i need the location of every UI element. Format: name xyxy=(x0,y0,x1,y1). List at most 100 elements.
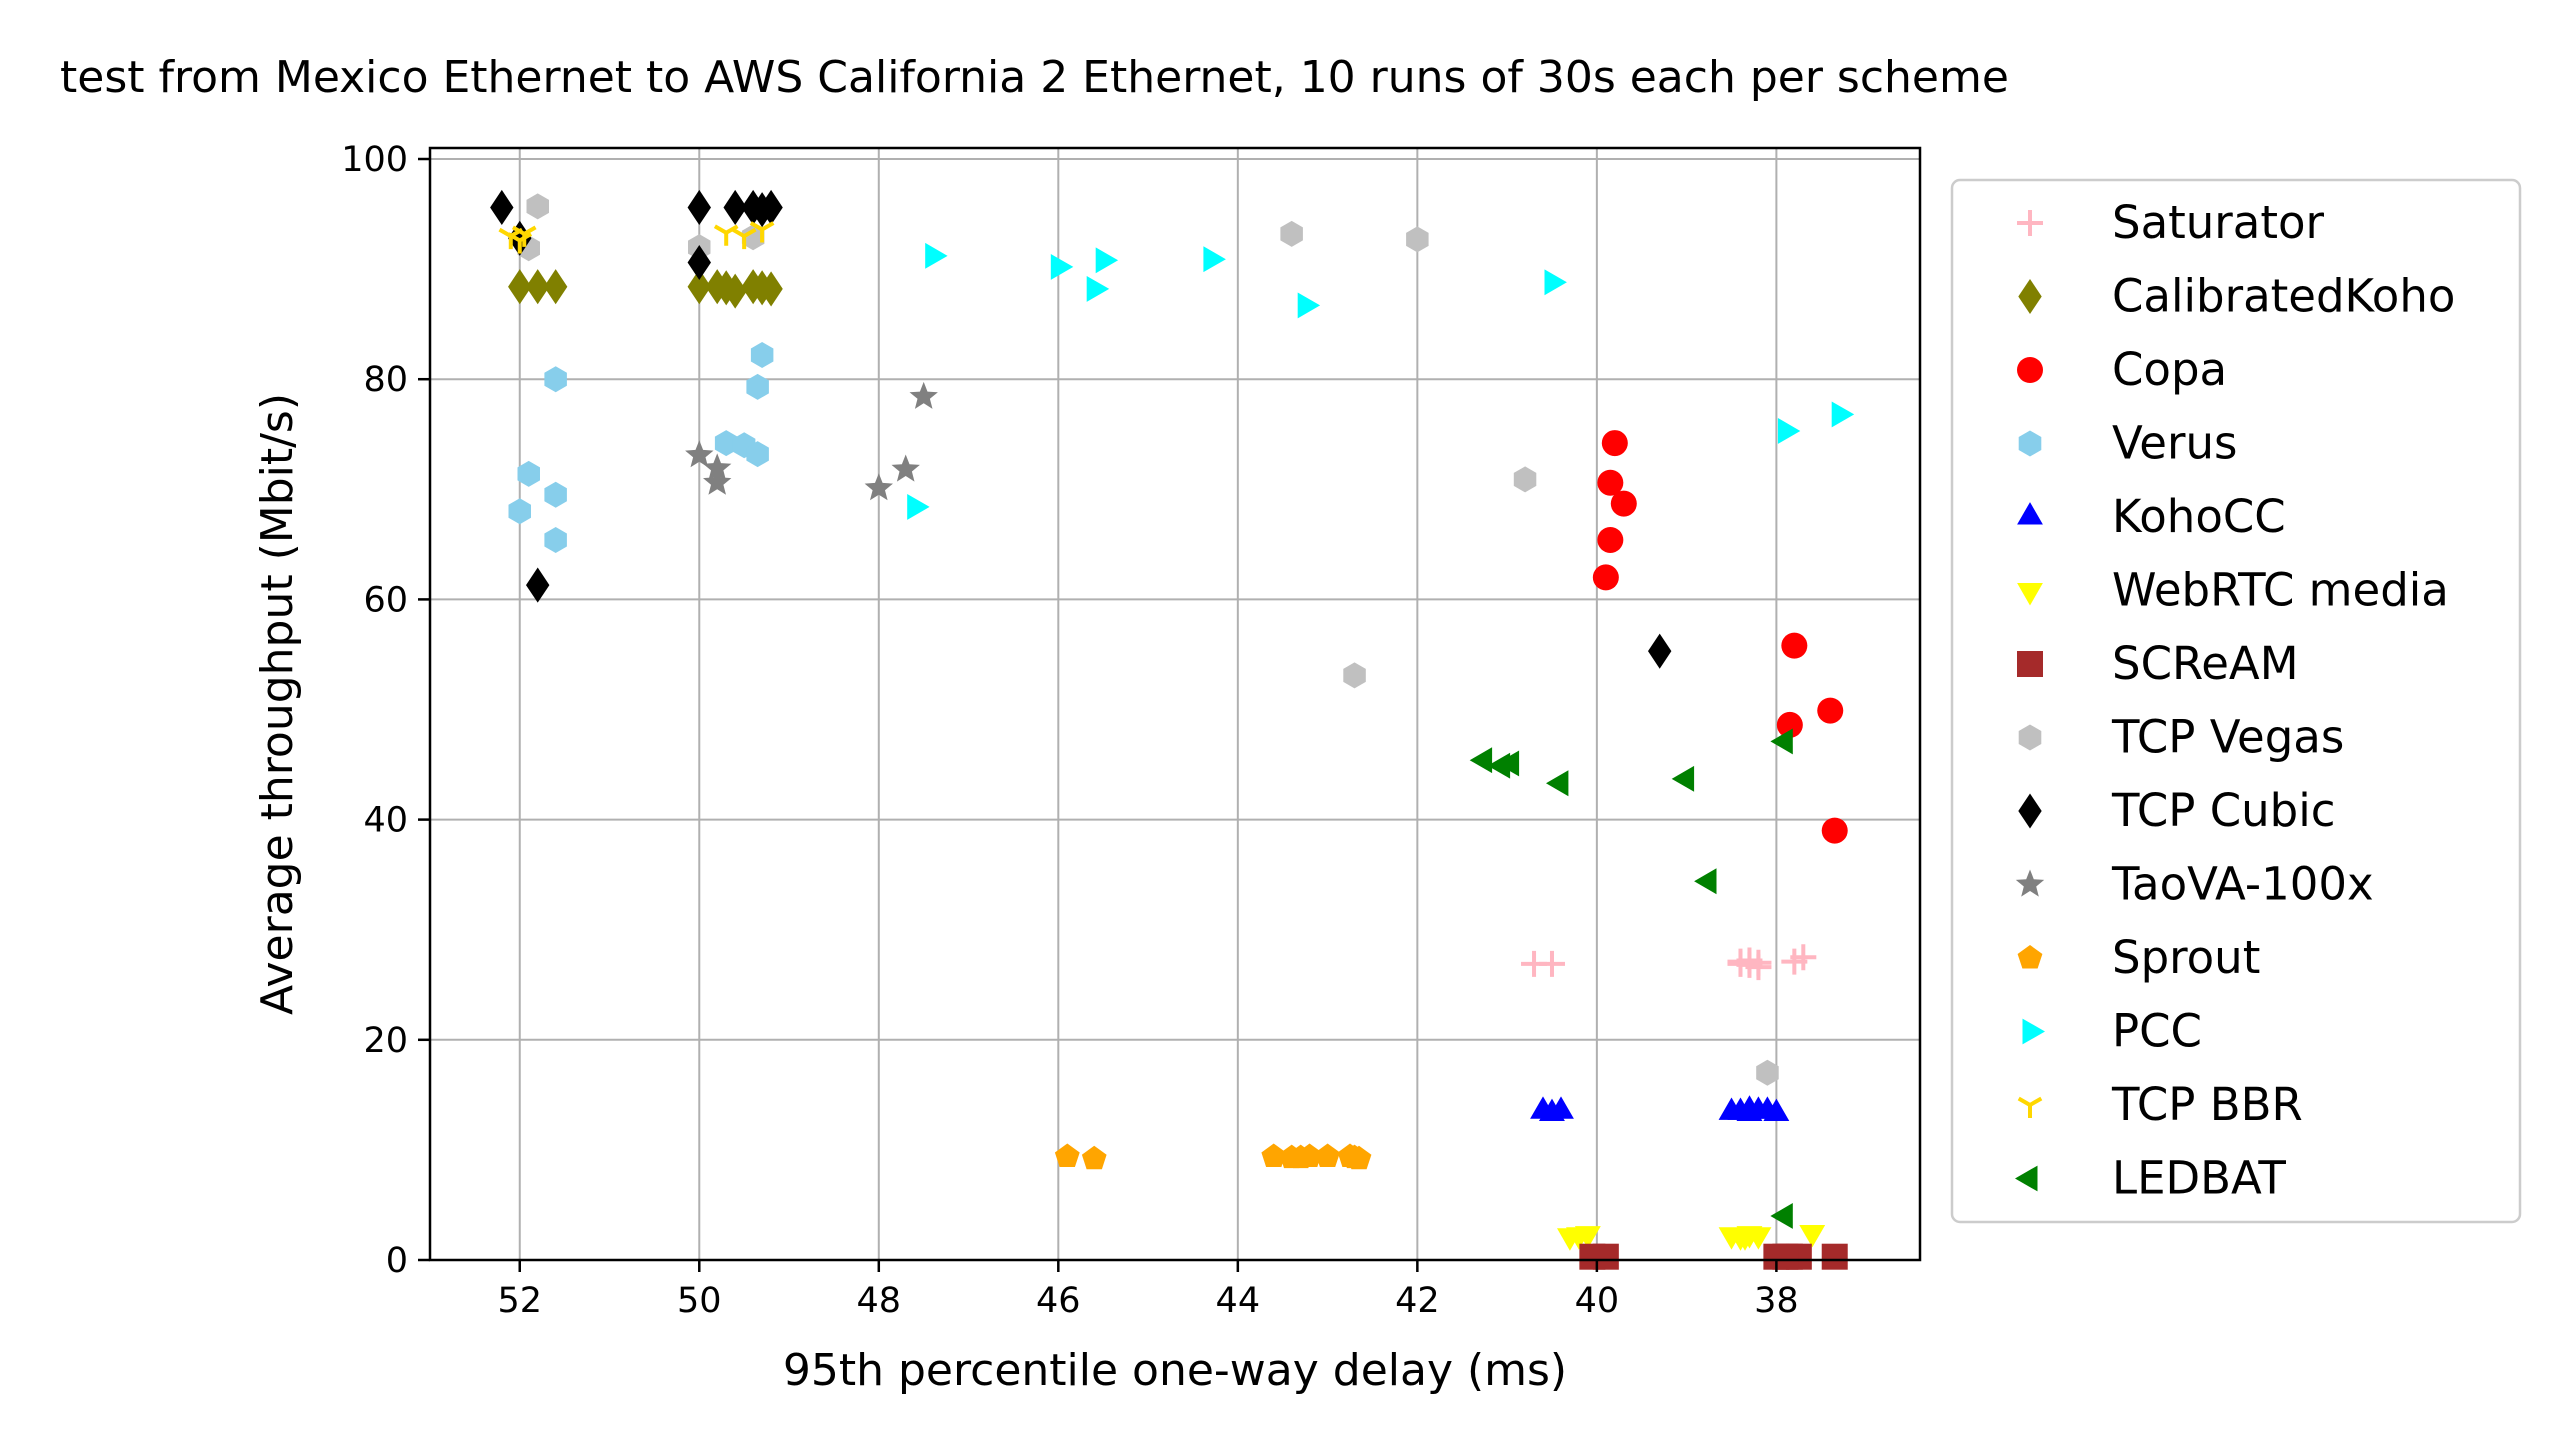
data-point xyxy=(526,567,550,603)
series-scream xyxy=(1579,1243,1848,1270)
legend-marker xyxy=(2017,583,2043,606)
data-point xyxy=(1770,728,1793,755)
data-point xyxy=(1297,292,1321,319)
data-point xyxy=(1496,750,1520,777)
x-tick-label: 38 xyxy=(1754,1281,1799,1321)
y-axis-label: Average throughput (Mbit/s) xyxy=(252,393,303,1015)
y-tick-label: 80 xyxy=(363,360,408,400)
legend-marker xyxy=(2018,278,2042,315)
legend-entry: Sprout xyxy=(2017,931,2260,984)
data-point xyxy=(1821,1243,1848,1270)
data-point xyxy=(731,227,757,250)
data-points xyxy=(490,189,1855,1270)
data-point xyxy=(713,224,739,246)
data-point xyxy=(1770,1203,1793,1229)
data-point xyxy=(1727,950,1754,977)
series-kohocc xyxy=(1530,1095,1790,1121)
data-point xyxy=(749,221,775,243)
data-point xyxy=(1831,401,1855,428)
data-point xyxy=(1592,564,1619,591)
data-point xyxy=(687,244,711,281)
data-point xyxy=(508,269,532,305)
data-point xyxy=(1086,276,1110,302)
legend-marker xyxy=(2017,651,2043,677)
data-point xyxy=(750,192,774,228)
data-point xyxy=(1288,1144,1313,1169)
legend-label: TCP Vegas xyxy=(2111,711,2344,764)
series-ledbat xyxy=(1469,728,1793,1229)
legend-marker xyxy=(2022,1018,2045,1045)
plot-area-frame xyxy=(428,146,1922,1262)
data-point xyxy=(511,225,537,247)
data-point xyxy=(1756,1059,1779,1086)
legend-entry: SCReAM xyxy=(2017,637,2299,690)
data-point xyxy=(703,467,732,495)
data-point xyxy=(1671,765,1695,792)
data-point xyxy=(1799,1225,1826,1248)
data-point xyxy=(526,193,549,220)
legend-label: WebRTC media xyxy=(2112,564,2449,617)
series-pcc xyxy=(907,242,1855,520)
data-point xyxy=(1261,1143,1287,1167)
series-sprout xyxy=(1054,1143,1372,1170)
data-point xyxy=(687,269,711,305)
data-point xyxy=(750,270,774,306)
legend-marker xyxy=(2018,430,2042,457)
data-point xyxy=(1647,633,1672,669)
data-point xyxy=(1343,662,1366,689)
data-point xyxy=(1777,418,1801,444)
series-copa xyxy=(1592,430,1848,844)
legend-marker xyxy=(2017,945,2043,969)
legend-label: TaoVA-100x xyxy=(2111,858,2374,911)
legend: Saturator CalibratedKoho Copa Verus KohoCC We… xyxy=(1950,178,2522,1224)
data-point xyxy=(1544,269,1567,296)
legend-entry: CalibratedKoho xyxy=(2018,270,2455,323)
series-tcp-bbr xyxy=(498,221,775,254)
legend-label: PCC xyxy=(2112,1005,2202,1058)
data-point xyxy=(1597,469,1624,496)
data-point xyxy=(526,269,550,305)
data-point xyxy=(1539,1098,1565,1121)
data-point xyxy=(1574,1226,1601,1249)
legend-entries: Saturator CalibratedKoho Copa Verus KohoCC We… xyxy=(2015,196,2455,1205)
data-point xyxy=(1203,246,1226,273)
legend-entry: LEDBAT xyxy=(2015,1152,2286,1205)
legend-marker xyxy=(2017,357,2043,383)
data-point xyxy=(1610,490,1637,517)
x-tick-label: 44 xyxy=(1216,1281,1261,1321)
data-point xyxy=(544,481,567,508)
data-point xyxy=(750,342,774,368)
series-tcp-cubic xyxy=(490,189,1672,669)
legend-marker xyxy=(2018,793,2042,829)
data-point xyxy=(746,441,769,468)
data-point xyxy=(909,381,938,409)
x-axis-label: 95th percentile one-way delay (ms) xyxy=(783,1345,1567,1396)
legend-label: KohoCC xyxy=(2112,490,2286,543)
legend-entry: Saturator xyxy=(2017,196,2325,249)
x-tick-label: 40 xyxy=(1575,1281,1620,1321)
data-point xyxy=(687,189,711,226)
series-saturator xyxy=(1521,944,1817,981)
legend-marker xyxy=(2018,724,2042,751)
data-point xyxy=(517,460,540,487)
data-point xyxy=(1342,1144,1367,1169)
data-point xyxy=(1469,747,1493,774)
data-point xyxy=(746,373,769,400)
x-tick-label: 42 xyxy=(1395,1281,1440,1321)
data-point xyxy=(1406,226,1429,253)
data-point xyxy=(1732,1228,1758,1251)
legend-entry: TCP BBR xyxy=(2017,1078,2303,1131)
series-verus xyxy=(508,342,774,553)
x-tick-label: 50 xyxy=(677,1281,722,1321)
data-point xyxy=(543,269,568,305)
data-point xyxy=(1601,430,1628,457)
axis-ticks: 52 50 48 46 44 42 40 38 0 20 40 60 80 100 xyxy=(341,140,1798,1321)
data-point xyxy=(1776,711,1803,738)
legend-label: CalibratedKoho xyxy=(2112,270,2455,323)
y-tick-label: 20 xyxy=(363,1021,408,1061)
data-point xyxy=(544,527,567,553)
legend-label: TCP BBR xyxy=(2111,1078,2303,1131)
data-point xyxy=(1095,247,1119,274)
data-point xyxy=(1538,950,1565,977)
